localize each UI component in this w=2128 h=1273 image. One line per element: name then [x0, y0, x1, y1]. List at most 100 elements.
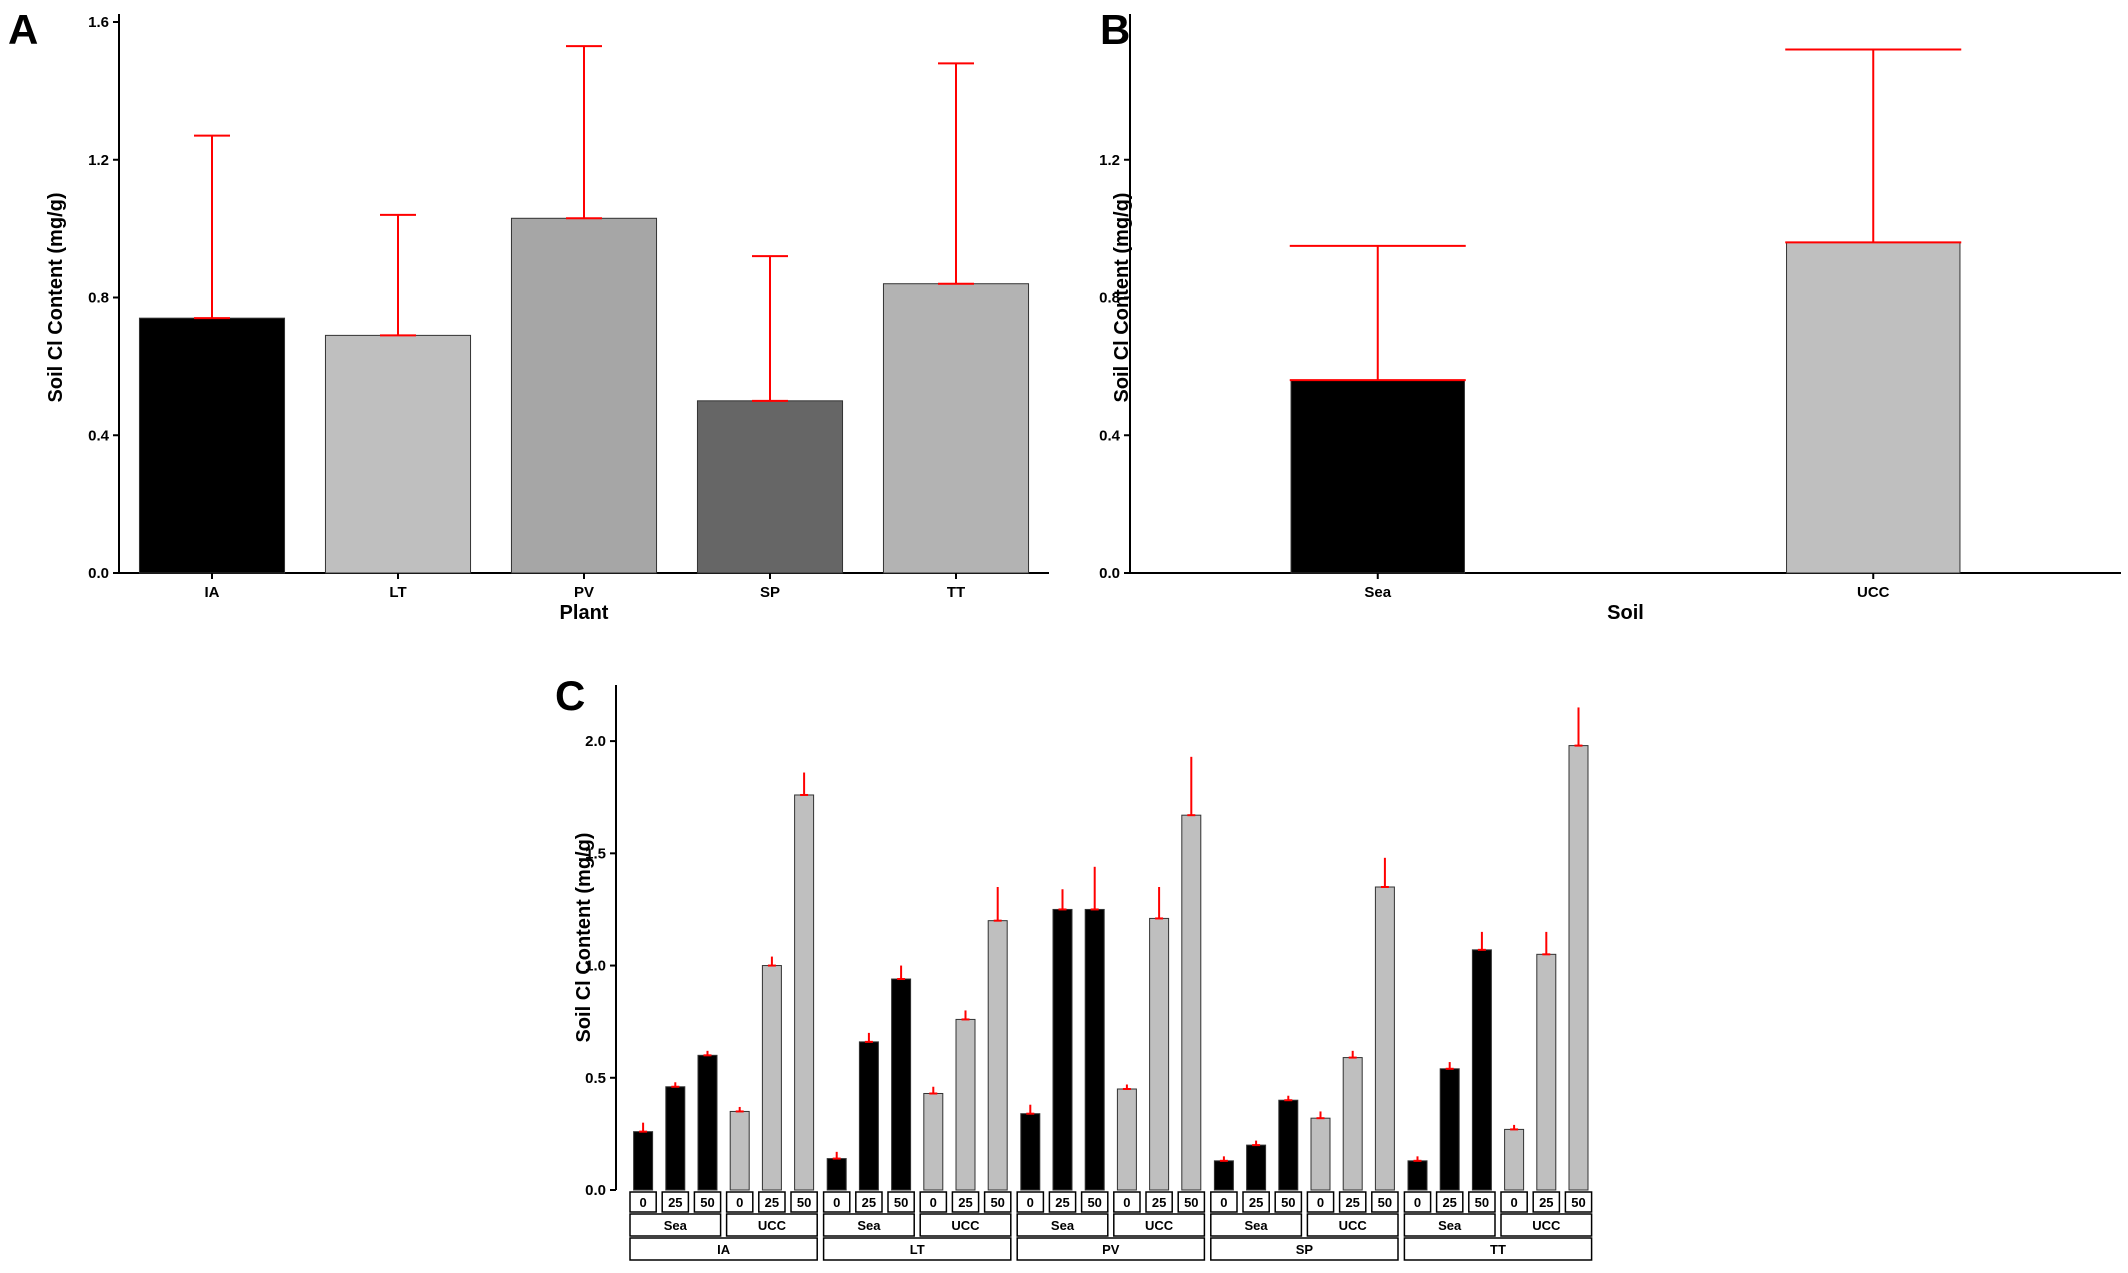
panel-c-level-strip-label: 50	[1184, 1195, 1198, 1210]
panel-c-soil-strip-box	[1500, 1213, 1593, 1237]
panel-c-bar-sp-sea-50	[1278, 1099, 1299, 1191]
panel-c-soil-strip-box	[1113, 1213, 1206, 1237]
panel-c-level-strip-label: 0	[1220, 1195, 1227, 1210]
panel-c-y-tick-label: 0.5	[585, 1070, 606, 1087]
panel-c-level-strip-label: 50	[1378, 1195, 1392, 1210]
panel-a-y-tick-label: 0.0	[88, 565, 109, 582]
panel-c-level-strip-box	[1177, 1191, 1206, 1213]
panel-c-level-strip-box	[887, 1191, 915, 1213]
panel-c-level-strip-box	[790, 1191, 818, 1213]
panel-c-bar-lt-sea-25	[858, 1041, 879, 1191]
panel-b-bar-ucc	[1786, 241, 1961, 574]
panel-a-x-tick-label: IA	[205, 584, 220, 601]
panel-c-level-strip-box	[693, 1191, 722, 1213]
panel-c-facet-strip-label: TT	[1490, 1242, 1506, 1257]
panel-c-facet-strip-box	[1403, 1237, 1593, 1261]
panel-a-y-tick-label: 0.4	[88, 427, 110, 444]
panel-c-bar-lt-ucc-25	[955, 1018, 976, 1191]
panel-c-level-strip-label: 25	[958, 1195, 972, 1210]
panel-c-level-strip-box	[629, 1191, 657, 1213]
panel-c-facet-sp: 0 25 50 Sea 0 25 50 UCC SP	[1210, 857, 1399, 1261]
panel-c-soil-strip-box	[1403, 1213, 1496, 1237]
panel-c-facet-strip-label: PV	[1102, 1242, 1120, 1257]
panel-b-y-tick-label: 0.4	[1099, 427, 1121, 444]
panel-c-facet-strip-label: IA	[717, 1242, 731, 1257]
panel-c-level-strip-label: 50	[1475, 1195, 1489, 1210]
panel-b-y-tick-label: 0.8	[1099, 290, 1120, 307]
panel-c-level-strip-box	[1500, 1191, 1528, 1213]
panel-a-error-bar-sp	[752, 255, 788, 402]
panel-a-bar-lt	[324, 334, 472, 574]
panel-c-level-strip-label: 0	[1123, 1195, 1130, 1210]
panel-c-level-strip-box	[1338, 1191, 1367, 1213]
panel-c-level-strip-label: 50	[700, 1195, 714, 1210]
panel-c-level-strip-box	[1468, 1191, 1496, 1213]
panel-c-level-strip-box	[1274, 1191, 1303, 1213]
panel-c-level-strip-label: 0	[1510, 1195, 1517, 1210]
panel-c-level-strip-label: 0	[833, 1195, 840, 1210]
panel-c-level-strip-label: 0	[1414, 1195, 1421, 1210]
panel-c-level-strip-label: 50	[1571, 1195, 1585, 1210]
panel-c-soil-strip-label: UCC	[758, 1218, 787, 1233]
panel-c-bar-lt-sea-50	[891, 978, 912, 1191]
panel-c-facet-lt: 0 25 50 Sea 0 25 50 UCC LT	[822, 887, 1012, 1261]
panel-c-bar-pv-ucc-0	[1116, 1088, 1137, 1191]
panel-c-level-strip-box	[1403, 1191, 1432, 1213]
panel-c-level-strip-box	[951, 1191, 980, 1213]
panel-a-error-bar-tt	[938, 62, 974, 285]
panel-c-bar-pv-sea-0	[1020, 1113, 1041, 1191]
panel-a-y-tick-label: 0.8	[88, 290, 109, 307]
panel-c-level-strip-label: 25	[1345, 1195, 1359, 1210]
panel-c-level-strip-box	[855, 1191, 883, 1213]
panel-c-level-strip-box	[661, 1191, 690, 1213]
panel-c-level-strip-box	[1435, 1191, 1464, 1213]
panel-c-facet-pv: 0 25 50 Sea 0 25 50 UCC PV	[1016, 756, 1206, 1261]
panel-c-bar-pv-sea-25	[1052, 908, 1073, 1191]
panel-c-facet-ia: 0 25 50 Sea 0 25 50 UCC IA	[629, 772, 818, 1261]
panel-c-level-strip-label: 25	[1249, 1195, 1263, 1210]
panel-c-level-strip-box	[822, 1191, 851, 1213]
panel-c-bar-pv-ucc-50	[1181, 814, 1202, 1191]
panel-b-chart: 0.0 0.4 0.8 1.2 Sea UCC Soil Soil Cl Content (m…	[1099, 14, 2121, 624]
panel-c-soil-strip-label: UCC	[1532, 1218, 1561, 1233]
panel-c-level-strip-box	[1145, 1191, 1173, 1213]
panel-a-bar-ia	[138, 317, 286, 574]
panel-c-level-strip-label: 50	[1281, 1195, 1295, 1210]
panel-a-x-tick-label: SP	[760, 584, 780, 601]
panel-a-bar-sp	[696, 400, 844, 574]
panel-c-level-strip-box	[1371, 1191, 1399, 1213]
panel-c-bar-ia-ucc-0	[729, 1110, 750, 1191]
panel-a-x-tick-label: LT	[389, 584, 406, 601]
panel-c-bar-lt-ucc-50	[987, 920, 1008, 1191]
panel-c-level-strip-label: 0	[639, 1195, 646, 1210]
panel-c-level-strip-box	[1242, 1191, 1270, 1213]
panel-c-bar-sp-sea-0	[1213, 1160, 1234, 1191]
panel-c-bar-tt-ucc-0	[1504, 1128, 1525, 1191]
panel-label-b: B	[1100, 6, 1130, 53]
panel-c-facet-strip-box	[1210, 1237, 1399, 1261]
panel-c-level-strip-label: 25	[1152, 1195, 1166, 1210]
panel-c-bar-tt-ucc-25	[1536, 953, 1557, 1191]
panel-c-soil-strip-box	[1016, 1213, 1109, 1237]
panel-c-level-strip-box	[758, 1191, 786, 1213]
panel-c-soil-strip-box	[629, 1213, 722, 1237]
panel-b-y-axis-title: Soil Cl Content (mg/g)	[1111, 193, 1133, 403]
panel-c-bar-ia-sea-25	[665, 1086, 686, 1191]
panel-c-y-tick-label: 2.0	[585, 733, 606, 750]
panel-c-facet-strip-label: SP	[1296, 1242, 1314, 1257]
panel-c-bar-ia-sea-50	[697, 1054, 718, 1191]
panel-c-soil-strip-box	[822, 1213, 915, 1237]
panel-a-y-tick-label: 1.2	[88, 152, 109, 169]
panel-a-bar-pv	[510, 217, 658, 574]
panel-c-bar-sp-ucc-0	[1310, 1117, 1331, 1191]
panel-b-bar-sea	[1290, 379, 1465, 574]
panel-c-soil-strip-label: Sea	[1245, 1218, 1269, 1233]
panel-c-facet-strip-box	[1016, 1237, 1206, 1261]
panel-c-facet-strip-box	[822, 1237, 1012, 1261]
panel-label-a: A	[8, 6, 38, 53]
panel-c-soil-strip-box	[1210, 1213, 1303, 1237]
panel-label-c: C	[555, 672, 585, 719]
panel-a-x-tick-label: PV	[574, 584, 594, 601]
panel-c-soil-strip-label: UCC	[1339, 1218, 1368, 1233]
panel-b-x-tick-label: UCC	[1857, 584, 1890, 601]
